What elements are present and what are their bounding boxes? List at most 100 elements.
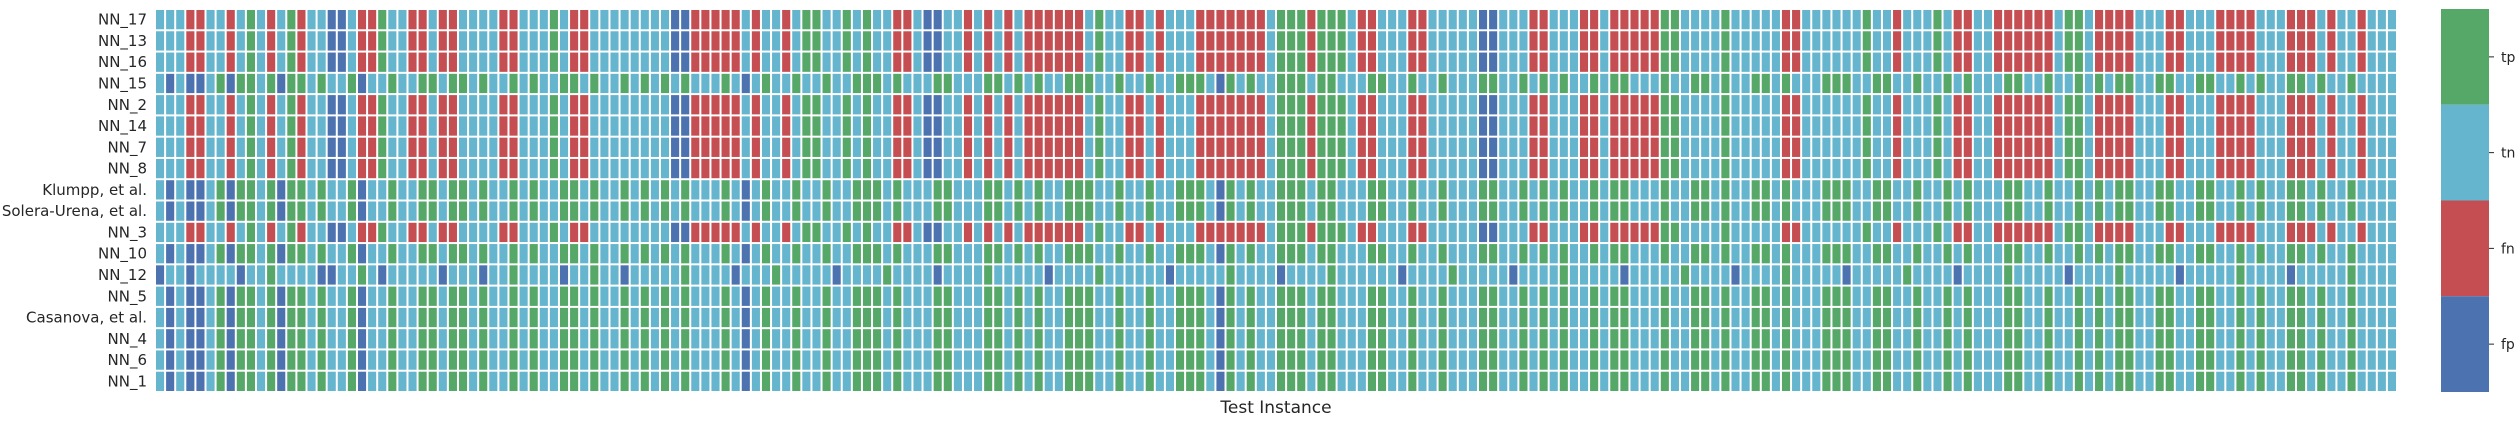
heatmap-cell [933, 52, 942, 72]
heatmap-cell [1489, 158, 1498, 179]
heatmap-cell [1145, 286, 1154, 306]
heatmap-cell [660, 350, 670, 370]
heatmap-cell [2095, 265, 2104, 285]
heatmap-cell [1105, 73, 1114, 94]
heatmap-cell [1953, 307, 1962, 328]
heatmap-cell [1246, 286, 1255, 306]
heatmap-cell [671, 137, 680, 157]
heatmap-cell [2145, 95, 2154, 115]
heatmap-cell [1246, 95, 1255, 115]
heatmap-cell [2307, 52, 2316, 72]
heatmap-cell [2125, 180, 2134, 200]
heatmap-cell [721, 137, 730, 157]
heatmap-cell [317, 116, 326, 136]
heatmap-cell [2155, 10, 2164, 30]
heatmap-cell [1761, 265, 1770, 285]
heatmap-cell [792, 137, 801, 157]
heatmap-cell [2044, 137, 2053, 157]
heatmap-cell [1711, 73, 1720, 94]
heatmap-cell [1640, 95, 1649, 115]
heatmap-cell [1327, 350, 1336, 370]
heatmap-cell [1398, 222, 1407, 243]
heatmap-cell [2307, 95, 2316, 115]
heatmap-cell [1771, 31, 1780, 51]
heatmap-cell [974, 286, 983, 306]
heatmap-cell [1095, 201, 1104, 221]
heatmap-cell [1297, 158, 1306, 179]
heatmap-cell [347, 31, 356, 51]
heatmap-cell [1590, 31, 1599, 51]
heatmap-cell [2307, 222, 2316, 243]
heatmap-cell [1367, 52, 1376, 72]
heatmap-cell [711, 52, 720, 72]
heatmap-cell [1064, 31, 1074, 51]
heatmap-cell [226, 329, 235, 349]
heatmap-cell [347, 180, 356, 200]
heatmap-cell [509, 371, 518, 391]
heatmap-cell [2014, 222, 2023, 243]
heatmap-cell [2175, 286, 2184, 306]
heatmap-cell [327, 286, 336, 306]
heatmap-cell [822, 137, 831, 157]
heatmap-cell [347, 95, 356, 115]
heatmap-cell [1357, 116, 1366, 136]
heatmap-cell [2105, 329, 2114, 349]
heatmap-cell [297, 307, 306, 328]
heatmap-cell [196, 201, 205, 221]
heatmap-cell [1377, 307, 1387, 328]
heatmap-cell [438, 31, 447, 51]
heatmap-cell [1751, 371, 1760, 391]
heatmap-cell [1751, 52, 1760, 72]
heatmap-cell [509, 286, 518, 306]
heatmap-cell [1054, 265, 1063, 285]
heatmap-cell [711, 265, 720, 285]
heatmap-cell [166, 52, 175, 72]
heatmap-cell [1186, 244, 1195, 264]
heatmap-cell [1731, 158, 1740, 179]
heatmap-cell [1973, 95, 1982, 115]
heatmap-cell [2337, 10, 2346, 30]
heatmap-cell [681, 158, 690, 179]
heatmap-cell [2034, 307, 2043, 328]
heatmap-cell [852, 350, 861, 370]
heatmap-cell [1691, 307, 1700, 328]
heatmap-cell [1246, 244, 1255, 264]
heatmap-cell [1206, 158, 1215, 179]
heatmap-cell [307, 244, 316, 264]
heatmap-cell [1983, 95, 1993, 115]
heatmap-cell [479, 73, 488, 94]
heatmap-cell [1287, 116, 1296, 136]
heatmap-cell [731, 73, 740, 94]
heatmap-cell [913, 329, 922, 349]
heatmap-cell [2014, 116, 2023, 136]
heatmap-cell [2196, 10, 2205, 30]
heatmap-cell [1398, 52, 1407, 72]
heatmap-cell [2327, 329, 2336, 349]
heatmap-cell [2226, 265, 2235, 285]
heatmap-cell [2196, 95, 2205, 115]
heatmap-cell [297, 371, 306, 391]
heatmap-cell [1579, 244, 1589, 264]
heatmap-cell [741, 10, 750, 30]
heatmap-cell [1226, 31, 1235, 51]
heatmap-cell [1165, 201, 1175, 221]
heatmap-cell [1832, 244, 1841, 264]
heatmap-cell [1216, 52, 1225, 72]
heatmap-cell [570, 265, 579, 285]
heatmap-cell [974, 52, 983, 72]
heatmap-cell [1246, 201, 1255, 221]
heatmap-cell [448, 244, 457, 264]
heatmap-cell [1307, 244, 1316, 264]
heatmap-cell [539, 116, 548, 136]
heatmap-cell [873, 371, 882, 391]
heatmap-cell [1761, 350, 1770, 370]
heatmap-cell [1428, 95, 1437, 115]
heatmap-cell [1317, 116, 1326, 136]
heatmap-cell [206, 307, 215, 328]
heatmap-cell [1852, 371, 1861, 391]
heatmap-cell [1852, 52, 1861, 72]
heatmap-cell [1711, 116, 1720, 136]
heatmap-cell [1913, 307, 1922, 328]
heatmap-cell [1832, 307, 1841, 328]
heatmap-cell [2074, 244, 2083, 264]
